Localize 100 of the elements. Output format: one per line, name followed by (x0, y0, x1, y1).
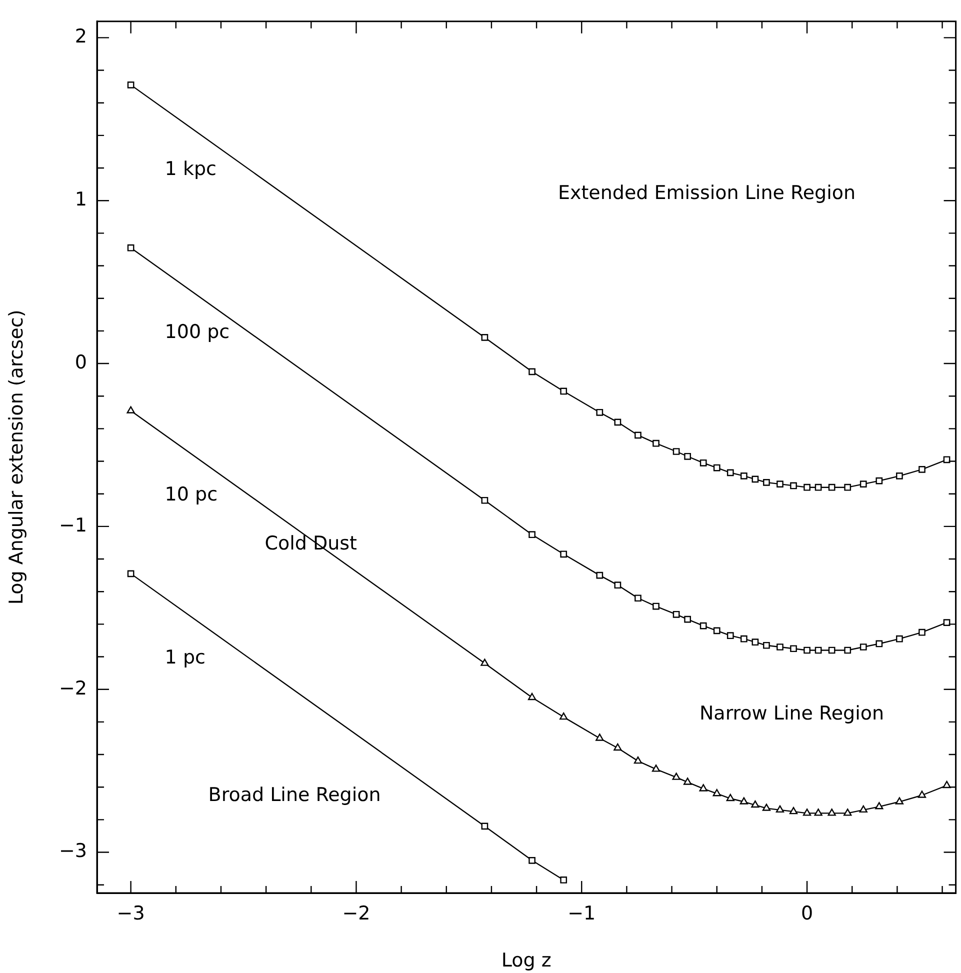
point (789, 806, 798, 814)
annotation: Extended Emission Line Region (558, 182, 856, 204)
point (127, 82, 134, 88)
point (614, 743, 622, 751)
point (844, 484, 852, 491)
point (652, 764, 660, 772)
point (896, 472, 903, 480)
annotation: Narrow Line Region (699, 702, 884, 724)
point (127, 244, 134, 252)
y-tick-label: 2 (74, 26, 87, 48)
series-label: 10 pc (164, 484, 218, 506)
point (751, 800, 760, 808)
point (126, 406, 135, 414)
point (528, 368, 536, 376)
point (596, 572, 604, 579)
point (481, 334, 488, 341)
point (634, 756, 642, 764)
point (700, 459, 707, 466)
annotation: Broad Line Region (208, 784, 381, 806)
point (776, 805, 784, 813)
point (684, 616, 691, 623)
annotation: Cold Dust (264, 532, 357, 554)
point (713, 464, 720, 472)
point (802, 808, 812, 816)
y-tick-label: 1 (74, 188, 87, 211)
point (943, 619, 950, 626)
point (712, 789, 721, 796)
point (876, 477, 883, 484)
point (859, 805, 868, 813)
point (684, 452, 691, 460)
x-tick-label: −1 (568, 902, 596, 924)
point (560, 550, 568, 558)
y-tick-label: −2 (58, 677, 87, 700)
point (844, 646, 852, 654)
point (776, 644, 784, 650)
point (918, 790, 926, 798)
point (790, 482, 797, 490)
point (672, 772, 680, 780)
y-tick-label: 0 (74, 351, 87, 374)
point (596, 408, 604, 416)
point (634, 432, 642, 439)
point (828, 484, 836, 491)
point (752, 638, 759, 646)
x-tick-label: −3 (116, 902, 145, 924)
point (672, 610, 680, 618)
point (560, 712, 568, 720)
series-label: 100 pc (164, 320, 230, 343)
point (726, 794, 734, 802)
point (790, 645, 797, 652)
point (804, 646, 810, 654)
point (876, 640, 883, 648)
x-axis-title: Log z (501, 950, 552, 972)
point (740, 472, 748, 480)
point (895, 797, 904, 804)
point (875, 802, 884, 810)
point (652, 440, 660, 447)
point (844, 808, 852, 816)
point (740, 797, 748, 804)
point (726, 469, 734, 476)
y-tick-label: −3 (58, 840, 87, 862)
point (699, 784, 708, 792)
point (560, 876, 568, 884)
series-label: 1 pc (164, 646, 206, 669)
y-axis-title: Log Angular extension (arcsec) (5, 310, 28, 605)
point (614, 418, 622, 426)
point (896, 635, 903, 642)
point (828, 808, 836, 816)
point (596, 734, 604, 741)
point (804, 484, 810, 491)
point (713, 627, 720, 634)
x-tick-label: 0 (800, 902, 814, 924)
point (740, 635, 748, 642)
point (672, 448, 680, 455)
point (942, 780, 951, 788)
point (480, 658, 489, 666)
x-tick-label: −2 (342, 902, 370, 924)
point (828, 646, 836, 654)
y-tick-label: −1 (58, 514, 87, 536)
point (560, 388, 568, 395)
point (614, 582, 622, 589)
point (763, 642, 770, 649)
point (763, 479, 770, 486)
point (528, 856, 536, 864)
point (860, 480, 867, 488)
point (943, 456, 950, 464)
point (814, 808, 822, 816)
point (726, 632, 734, 640)
point (918, 628, 926, 636)
point (860, 644, 867, 650)
point (814, 484, 822, 491)
point (528, 692, 536, 700)
point (481, 822, 488, 830)
point (481, 496, 488, 504)
point (776, 480, 784, 488)
point (918, 466, 926, 473)
point (127, 570, 134, 578)
point (762, 804, 771, 811)
series-label: 1 kpc (164, 158, 216, 180)
point (634, 594, 642, 602)
point (700, 622, 707, 630)
